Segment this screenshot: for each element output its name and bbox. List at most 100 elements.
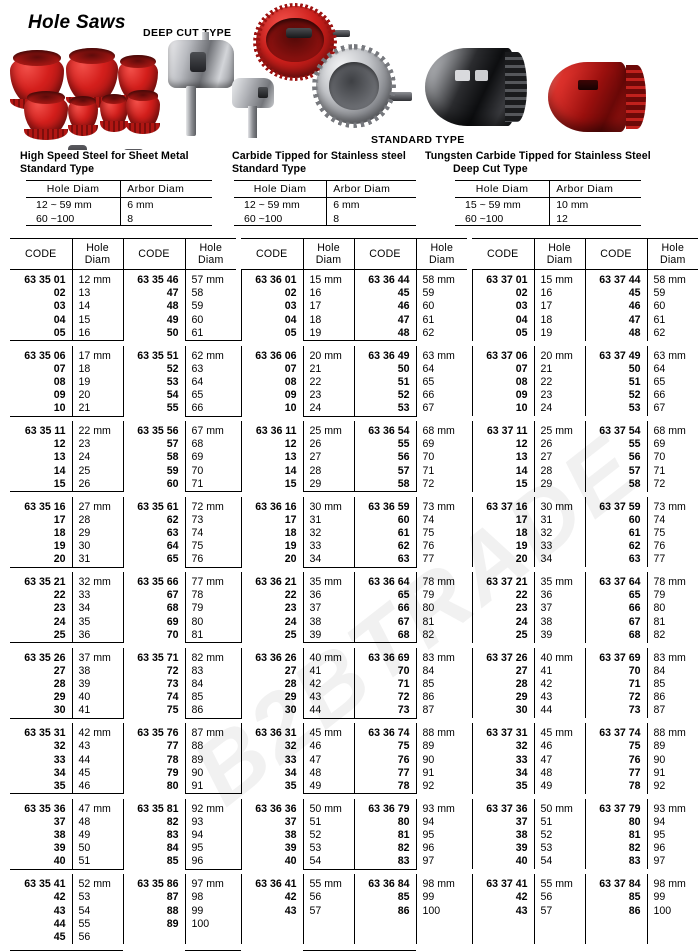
cell-code: 75 bbox=[584, 740, 647, 754]
cell-code: 58 bbox=[353, 477, 416, 492]
cell-code: 27 bbox=[471, 664, 534, 678]
cell-code: 17 bbox=[53, 513, 66, 526]
table-row: 29 40 74 85 29 43 72 86 29 43 72 86 bbox=[10, 691, 698, 705]
cell-hole-diam: 65 bbox=[184, 389, 236, 403]
hole-saw-cup bbox=[24, 91, 68, 140]
cell-hole-diam: 71 bbox=[415, 464, 467, 478]
header-line2: Diam bbox=[428, 253, 455, 266]
cell-hole-diam: 63 mm bbox=[415, 345, 467, 363]
cell-code: 61 bbox=[584, 526, 647, 541]
cell-code: 85 bbox=[122, 855, 185, 870]
cell-code: 23 bbox=[53, 602, 66, 615]
cell-hole-diam: 54 bbox=[302, 855, 354, 870]
cell-hole-diam: 16 bbox=[71, 326, 123, 341]
cell-hole-diam: 33 bbox=[302, 540, 354, 554]
cell-code: 30 bbox=[471, 704, 534, 719]
cell-code: 73 bbox=[584, 704, 647, 719]
cell-code: 56 bbox=[353, 451, 416, 465]
cell-hole-diam: 47 mm bbox=[71, 798, 123, 816]
cell-code: 39 bbox=[53, 842, 66, 855]
cell-code: 53 bbox=[122, 375, 185, 390]
cell-hole-diam: 18 bbox=[302, 313, 354, 327]
table-row: 18 29 63 74 18 32 61 75 18 32 61 75 bbox=[10, 526, 698, 541]
cell-code: 63 35 46 bbox=[122, 269, 185, 288]
spec-arbor-diam: 8 bbox=[120, 211, 212, 226]
cell-code: 04 bbox=[471, 313, 534, 327]
cell-code: 17 bbox=[471, 513, 534, 527]
cell-code: 63 35 01 bbox=[24, 274, 66, 286]
table-row: 63 35 16 27 mm 63 35 61 72 mm 63 36 16 30 mm 6… bbox=[10, 496, 698, 514]
cell-code: 63 35 26 bbox=[24, 651, 66, 664]
cell-hole-diam: 38 bbox=[302, 615, 354, 629]
cell-hole-diam: 59 bbox=[646, 287, 698, 301]
chip-slot bbox=[258, 87, 268, 98]
cell-hole-diam: 29 bbox=[302, 477, 354, 492]
table-row: 22 33 67 78 22 36 65 79 22 36 65 79 bbox=[10, 589, 698, 603]
cell-code: 63 36 11 bbox=[240, 421, 303, 439]
cell-hole-diam: 38 bbox=[533, 615, 585, 629]
cell-code: 25 bbox=[471, 628, 534, 643]
cell-code: 71 bbox=[353, 677, 416, 692]
cell-hole-diam: 41 bbox=[302, 664, 354, 678]
cell-hole-diam: 94 bbox=[415, 815, 467, 830]
photo-label-standard: STANDARD TYPE bbox=[371, 134, 465, 146]
cell-hole-diam: 59 bbox=[415, 287, 467, 301]
cell-hole-diam: 22 bbox=[302, 375, 354, 390]
cell-code: 47 bbox=[584, 313, 647, 327]
photo-label-deep-cut: DEEP CUT TYPE bbox=[143, 27, 232, 39]
cell-hole-diam: 50 mm bbox=[302, 798, 354, 816]
cell-hole-diam: 38 bbox=[71, 664, 123, 678]
block-separator bbox=[10, 793, 698, 799]
cell-code: 63 37 21 bbox=[471, 572, 534, 590]
cell-hole-diam: 46 bbox=[533, 740, 585, 754]
cell-hole-diam: 72 bbox=[646, 477, 698, 492]
cell-code: 63 37 79 bbox=[584, 798, 647, 816]
cell-hole-diam: 52 bbox=[302, 829, 354, 843]
cell-hole-diam: 82 mm bbox=[184, 647, 236, 665]
cell-code: 34 bbox=[471, 766, 534, 780]
cell-hole-diam bbox=[646, 917, 698, 931]
spec-row: 60 ~100 8 bbox=[26, 211, 212, 226]
table-row: 39 50 84 95 39 53 82 96 39 53 82 96 bbox=[10, 842, 698, 856]
cell-code: 63 36 31 bbox=[240, 723, 303, 741]
cell-hole-diam: 58 mm bbox=[415, 269, 467, 288]
cell-code: 32 bbox=[240, 740, 303, 754]
header-line1: Hole bbox=[86, 242, 109, 254]
cell-hole-diam: 59 bbox=[184, 300, 236, 314]
cell-hole-diam bbox=[415, 930, 467, 945]
cell-hole-diam: 98 bbox=[184, 891, 236, 905]
cell-code: 65 bbox=[353, 589, 416, 603]
col-header-hole-diam: Hole Diam bbox=[302, 238, 354, 270]
cell-code: 86 bbox=[584, 904, 647, 918]
cell-hole-diam: 87 bbox=[646, 704, 698, 719]
cell-hole-diam: 89 bbox=[646, 740, 698, 754]
col-header-hole-diam: Hole Diam bbox=[71, 238, 123, 270]
cell-code: 67 bbox=[584, 615, 647, 629]
cell-hole-diam: 75 bbox=[184, 540, 236, 554]
spec-header-hole-diam: Hole Diam bbox=[26, 180, 121, 198]
cell-hole-diam: 77 bbox=[415, 553, 467, 568]
table-row: 05 16 50 61 05 19 48 62 05 19 48 62 bbox=[10, 326, 698, 341]
cell-code: 37 bbox=[471, 815, 534, 830]
cell-hole-diam: 85 bbox=[415, 677, 467, 692]
cell-code: 80 bbox=[353, 815, 416, 830]
large-red-hole-saw-image bbox=[253, 3, 352, 82]
cell-hole-diam: 70 bbox=[184, 464, 236, 478]
cell-code: 52 bbox=[353, 389, 416, 403]
cell-hole-diam: 31 bbox=[533, 513, 585, 527]
cell-hole-diam: 91 bbox=[415, 766, 467, 780]
cell-hole-diam: 78 mm bbox=[415, 572, 467, 590]
cell-code: 75 bbox=[353, 740, 416, 754]
cell-hole-diam: 17 mm bbox=[71, 345, 123, 363]
cell-code: 63 37 74 bbox=[584, 723, 647, 741]
table-row: 34 45 79 90 34 48 77 91 34 48 77 91 bbox=[10, 766, 698, 780]
cell-hole-diam: 28 bbox=[71, 513, 123, 527]
col-header-code: CODE bbox=[10, 238, 72, 270]
cell-hole-diam: 19 bbox=[533, 326, 585, 341]
cell-hole-diam: 68 mm bbox=[415, 421, 467, 439]
chip-slot bbox=[475, 70, 488, 81]
cell-code: 34 bbox=[240, 766, 303, 780]
cell-hole-diam: 69 bbox=[415, 438, 467, 452]
cell-code: 57 bbox=[353, 464, 416, 478]
cell-code: 63 36 36 bbox=[240, 798, 303, 816]
